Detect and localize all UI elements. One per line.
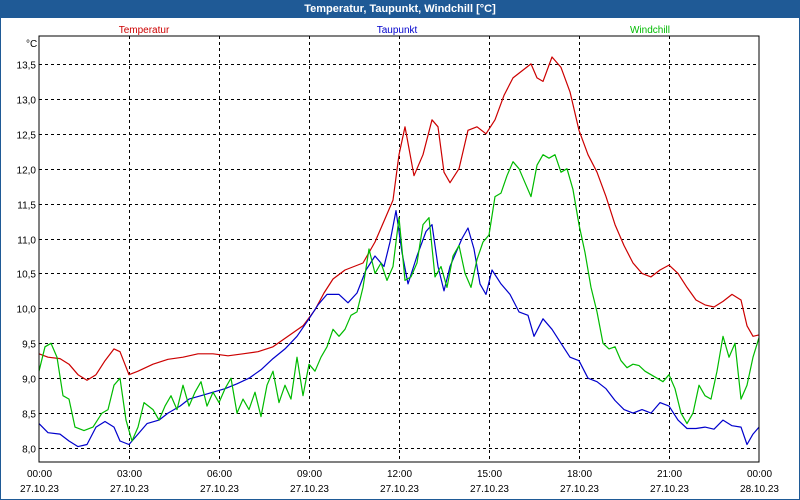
y-axis-label: °C	[26, 39, 37, 50]
x-tick-date: 28.10.23	[740, 484, 779, 495]
y-tick-label: 9,0	[22, 375, 36, 386]
x-tick-date: 27.10.23	[110, 484, 149, 495]
chart-grid	[39, 36, 759, 462]
chart-series	[38, 56, 760, 448]
x-tick-time: 00:00	[27, 469, 52, 480]
y-tick-label: 13,0	[17, 96, 37, 107]
y-tick-label: 9,5	[22, 340, 36, 351]
legend-taupunkt: Taupunkt	[377, 25, 418, 36]
x-tick-time: 06:00	[207, 469, 232, 480]
x-tick-date: 27.10.23	[290, 484, 329, 495]
x-tick-date: 27.10.23	[650, 484, 689, 495]
x-tick-date: 27.10.23	[380, 484, 419, 495]
y-tick-label: 12,5	[17, 131, 37, 142]
y-tick-label: 10,5	[17, 270, 37, 281]
y-tick-label: 8,5	[22, 410, 36, 421]
plot-area-border	[38, 35, 760, 463]
x-tick-date: 27.10.23	[560, 484, 599, 495]
y-tick-label: 8,0	[22, 445, 36, 456]
x-tick-date: 27.10.23	[200, 484, 239, 495]
y-tick-label: 11,0	[17, 236, 36, 247]
legend-windchill: Windchill	[630, 25, 670, 36]
x-tick-time: 18:00	[567, 469, 592, 480]
series-line-taupunkt	[38, 210, 760, 448]
y-tick-label: 10,0	[17, 305, 37, 316]
legend-temperatur: Temperatur	[119, 25, 170, 36]
chart-axes	[38, 35, 760, 463]
x-tick-time: 03:00	[117, 469, 142, 480]
x-tick-date: 27.10.23	[470, 484, 509, 495]
y-tick-label: 11,5	[17, 201, 36, 212]
x-tick-time: 12:00	[387, 469, 412, 480]
x-tick-time: 21:00	[657, 469, 682, 480]
x-tick-time: 09:00	[297, 469, 322, 480]
chart-title: Temperatur, Taupunkt, Windchill [°C]	[0, 0, 800, 18]
x-tick-time: 00:00	[747, 469, 772, 480]
series-line-temperatur	[38, 56, 760, 381]
chart-labels: 8,0 8,5 9,0 9,5 10,0 10,5 11,0 11,5 12,0 12,5 13,0…	[17, 25, 780, 495]
series-line-windchill	[38, 154, 760, 442]
y-tick-label: 12,0	[17, 166, 37, 177]
x-tick-date: 27.10.23	[20, 484, 59, 495]
y-tick-label: 13,5	[17, 61, 37, 72]
x-tick-time: 15:00	[477, 469, 502, 480]
